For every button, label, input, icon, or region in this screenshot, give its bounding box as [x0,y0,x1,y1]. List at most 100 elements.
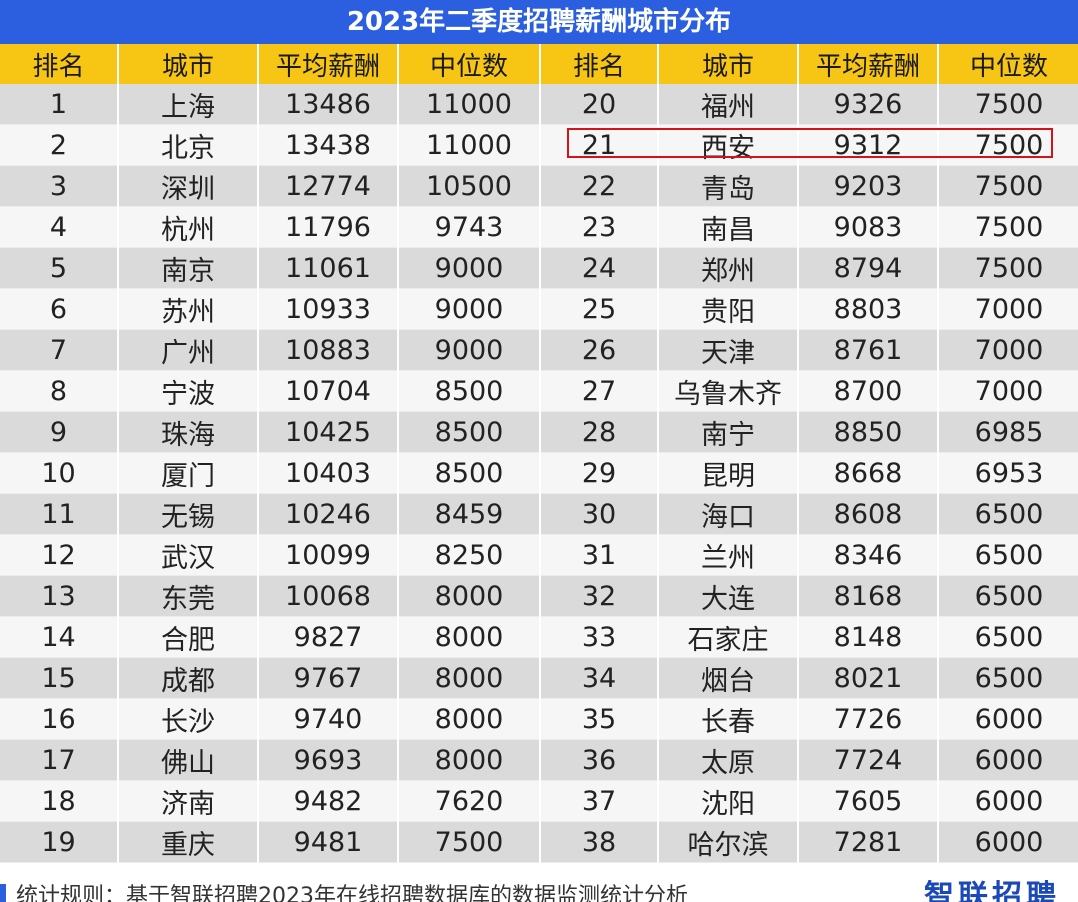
average-salary-cell: 8794 [798,247,939,289]
average-salary-cell: 9740 [258,698,399,740]
rank-cell: 22 [540,165,659,207]
table-title: 2023年二季度招聘薪酬城市分布 [0,0,1078,44]
rank-cell: 9 [0,411,119,453]
average-salary-cell: 11796 [258,206,399,248]
average-salary-cell: 9326 [798,84,939,125]
average-salary-cell: 7605 [798,780,939,822]
city-cell: 郑州 [658,247,799,289]
city-cell: 成都 [118,657,259,699]
city-cell: 哈尔滨 [658,821,799,863]
header-row: 排名 城市 平均薪酬 中位数 排名 城市 平均薪酬 中位数 [0,44,1078,84]
average-salary-cell: 8668 [798,452,939,494]
average-salary-cell: 10246 [258,493,399,535]
median-cell: 6985 [938,411,1078,453]
rank-cell: 24 [540,247,659,289]
table-row: 4 杭州 11796 9743 23 南昌 9083 7500 [0,206,1078,248]
rank-cell: 33 [540,616,659,658]
city-cell: 杭州 [118,206,259,248]
city-cell: 乌鲁木齐 [658,370,799,412]
median-cell: 8000 [398,616,541,658]
median-cell: 9000 [398,247,541,289]
header-city: 城市 [658,44,799,84]
city-cell: 昆明 [658,452,799,494]
city-cell: 沈阳 [658,780,799,822]
average-salary-cell: 8803 [798,288,939,330]
city-cell: 合肥 [118,616,259,658]
table-row: 7 广州 10883 9000 26 天津 8761 7000 [0,329,1078,371]
table-body: 1 上海 13486 11000 20 福州 9326 7500 2 北京 13438 11000 21… [0,84,1078,863]
city-cell: 上海 [118,84,259,125]
footer-note: 统计规则：基于智联招聘2023年在线招聘数据库的数据监测统计分析 [0,884,688,902]
average-salary-cell: 9693 [258,739,399,781]
median-cell: 8500 [398,452,541,494]
rank-cell: 32 [540,575,659,617]
rank-cell: 10 [0,452,119,494]
rank-cell: 6 [0,288,119,330]
rank-cell: 25 [540,288,659,330]
median-cell: 7500 [938,165,1078,207]
city-cell: 厦门 [118,452,259,494]
city-cell: 广州 [118,329,259,371]
city-cell: 东莞 [118,575,259,617]
median-cell: 7000 [938,288,1078,330]
city-cell: 北京 [118,124,259,166]
city-cell: 兰州 [658,534,799,576]
city-cell: 济南 [118,780,259,822]
rank-cell: 14 [0,616,119,658]
city-cell: 长春 [658,698,799,740]
rank-cell: 26 [540,329,659,371]
average-salary-cell: 13438 [258,124,399,166]
median-cell: 9743 [398,206,541,248]
rank-cell: 12 [0,534,119,576]
header-median: 中位数 [938,44,1078,84]
rank-cell: 17 [0,739,119,781]
average-salary-cell: 10883 [258,329,399,371]
average-salary-cell: 7724 [798,739,939,781]
salary-table: 排名 城市 平均薪酬 中位数 排名 城市 平均薪酬 中位数 1 上海 13486 11… [0,44,1078,863]
average-salary-cell: 8168 [798,575,939,617]
city-cell: 太原 [658,739,799,781]
rank-cell: 2 [0,124,119,166]
average-salary-cell: 10425 [258,411,399,453]
city-cell: 长沙 [118,698,259,740]
city-cell: 大连 [658,575,799,617]
median-cell: 6000 [938,698,1078,740]
rank-cell: 34 [540,657,659,699]
average-salary-cell: 10403 [258,452,399,494]
average-salary-cell: 8148 [798,616,939,658]
rank-cell: 15 [0,657,119,699]
average-salary-cell: 11061 [258,247,399,289]
brand-logo: 智联招聘 [924,880,1060,902]
rank-cell: 13 [0,575,119,617]
average-salary-cell: 10068 [258,575,399,617]
table-row: 11 无锡 10246 8459 30 海口 8608 6500 [0,493,1078,535]
rank-cell: 8 [0,370,119,412]
table-row: 2 北京 13438 11000 21 西安 9312 7500 [0,124,1078,166]
header-rank: 排名 [0,44,119,84]
median-cell: 6000 [938,739,1078,781]
city-cell: 南京 [118,247,259,289]
median-cell: 11000 [398,84,541,125]
median-cell: 9000 [398,288,541,330]
city-cell: 烟台 [658,657,799,699]
median-cell: 6500 [938,534,1078,576]
median-cell: 6500 [938,493,1078,535]
rank-cell: 36 [540,739,659,781]
city-cell: 南昌 [658,206,799,248]
average-salary-cell: 9203 [798,165,939,207]
average-salary-cell: 8021 [798,657,939,699]
table-row: 8 宁波 10704 8500 27 乌鲁木齐 8700 7000 [0,370,1078,412]
city-cell: 宁波 [118,370,259,412]
average-salary-cell: 9767 [258,657,399,699]
average-salary-cell: 8608 [798,493,939,535]
average-salary-cell: 9827 [258,616,399,658]
rank-cell: 21 [540,124,659,166]
median-cell: 6953 [938,452,1078,494]
median-cell: 7620 [398,780,541,822]
rank-cell: 35 [540,698,659,740]
city-cell: 贵阳 [658,288,799,330]
city-cell: 天津 [658,329,799,371]
city-cell: 福州 [658,84,799,125]
median-cell: 7000 [938,329,1078,371]
median-cell: 8250 [398,534,541,576]
